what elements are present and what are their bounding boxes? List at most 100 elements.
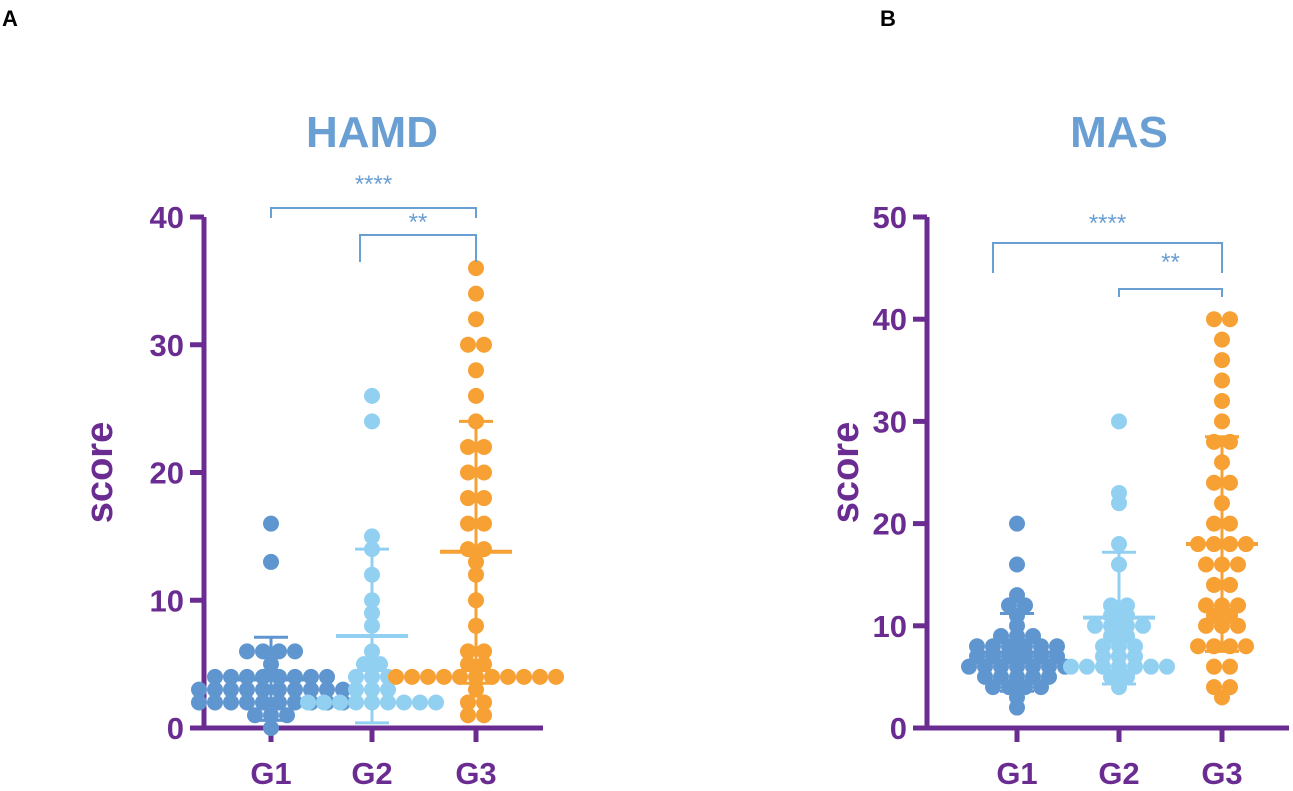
- data-point: [1009, 556, 1025, 573]
- y-tick-label: 0: [890, 711, 907, 746]
- data-point: [1206, 576, 1222, 593]
- significance-label: ****: [1089, 210, 1126, 237]
- data-point: [1206, 311, 1222, 328]
- data-point: [239, 694, 255, 711]
- data-point: [468, 362, 484, 379]
- data-point: [428, 694, 444, 711]
- data-point: [1063, 658, 1079, 675]
- y-tick-label: 30: [150, 328, 184, 363]
- data-point: [460, 656, 476, 673]
- data-point: [1206, 515, 1222, 532]
- data-point: [207, 668, 223, 685]
- x-tick-label: G1: [996, 756, 1037, 791]
- data-point: [460, 694, 476, 711]
- data-point: [1206, 474, 1222, 491]
- data-point: [263, 515, 279, 532]
- data-point: [412, 694, 428, 711]
- chart-title: HAMD: [306, 108, 438, 157]
- data-point: [303, 681, 319, 698]
- x-tick-label: G2: [351, 756, 392, 791]
- data-point: [287, 643, 303, 660]
- data-point: [1222, 576, 1238, 593]
- data-point: [436, 668, 452, 685]
- data-point: [1190, 638, 1206, 655]
- significance-bracket: [1118, 288, 1223, 297]
- data-point: [1103, 597, 1119, 614]
- significance-label: **: [1161, 249, 1180, 276]
- data-point: [404, 668, 420, 685]
- data-point: [1214, 392, 1230, 409]
- data-point: [348, 668, 364, 685]
- data-point: [1198, 556, 1214, 573]
- data-point: [460, 515, 476, 532]
- data-point: [239, 643, 255, 660]
- y-axis-label: score: [79, 422, 121, 523]
- chart-title: MAS: [1070, 108, 1168, 157]
- y-tick-label: 40: [873, 302, 907, 337]
- y-tick-label: 20: [873, 507, 907, 542]
- data-point: [1111, 536, 1127, 553]
- data-point: [1214, 331, 1230, 348]
- y-tick-label: 30: [873, 404, 907, 439]
- significance-bracket: [359, 234, 477, 262]
- data-point: [452, 668, 468, 685]
- data-point: [460, 438, 476, 455]
- data-point: [1214, 372, 1230, 389]
- data-point: [1206, 679, 1222, 696]
- data-point: [287, 694, 303, 711]
- x-tick-label: G3: [455, 756, 496, 791]
- data-point: [516, 668, 532, 685]
- data-point: [1206, 658, 1222, 675]
- data-point: [271, 681, 287, 698]
- data-point: [303, 668, 319, 685]
- data-point: [1087, 617, 1103, 634]
- significance-label: **: [409, 209, 428, 236]
- data-point: [460, 643, 476, 660]
- significance-label: ****: [355, 171, 392, 198]
- data-point: [271, 643, 287, 660]
- data-point: [356, 656, 372, 673]
- data-point: [1222, 658, 1238, 675]
- data-point: [396, 694, 412, 711]
- data-point: [364, 528, 380, 545]
- data-point: [1230, 597, 1246, 614]
- data-point: [239, 681, 255, 698]
- data-point: [223, 694, 239, 711]
- data-point: [969, 638, 985, 655]
- data-point: [191, 681, 207, 698]
- data-point: [348, 681, 364, 698]
- data-point: [1119, 597, 1135, 614]
- data-point: [319, 668, 335, 685]
- data-point: [223, 668, 239, 685]
- data-point: [468, 260, 484, 277]
- data-point: [300, 694, 316, 711]
- data-point: [348, 694, 364, 711]
- data-point: [1009, 587, 1025, 604]
- data-point: [1222, 474, 1238, 491]
- x-tick-label: G3: [1201, 756, 1242, 791]
- data-point: [239, 668, 255, 685]
- significance-bracket: [992, 242, 1223, 273]
- data-point: [1143, 658, 1159, 675]
- data-point: [460, 490, 476, 507]
- panel-letter: B: [880, 6, 896, 31]
- data-point: [380, 694, 396, 711]
- significance-bracket: [270, 207, 477, 218]
- data-point: [460, 464, 476, 481]
- data-point: [476, 656, 492, 673]
- data-point: [287, 681, 303, 698]
- data-point: [476, 541, 492, 558]
- data-point: [191, 694, 207, 711]
- data-point: [1214, 413, 1230, 430]
- data-point: [388, 668, 404, 685]
- data-point: [263, 553, 279, 570]
- data-point: [319, 681, 335, 698]
- data-point: [468, 285, 484, 302]
- data-point: [271, 694, 287, 711]
- data-point: [1049, 638, 1065, 655]
- data-point: [380, 681, 396, 698]
- data-point: [263, 720, 279, 736]
- data-point: [255, 681, 271, 698]
- data-point: [1230, 556, 1246, 573]
